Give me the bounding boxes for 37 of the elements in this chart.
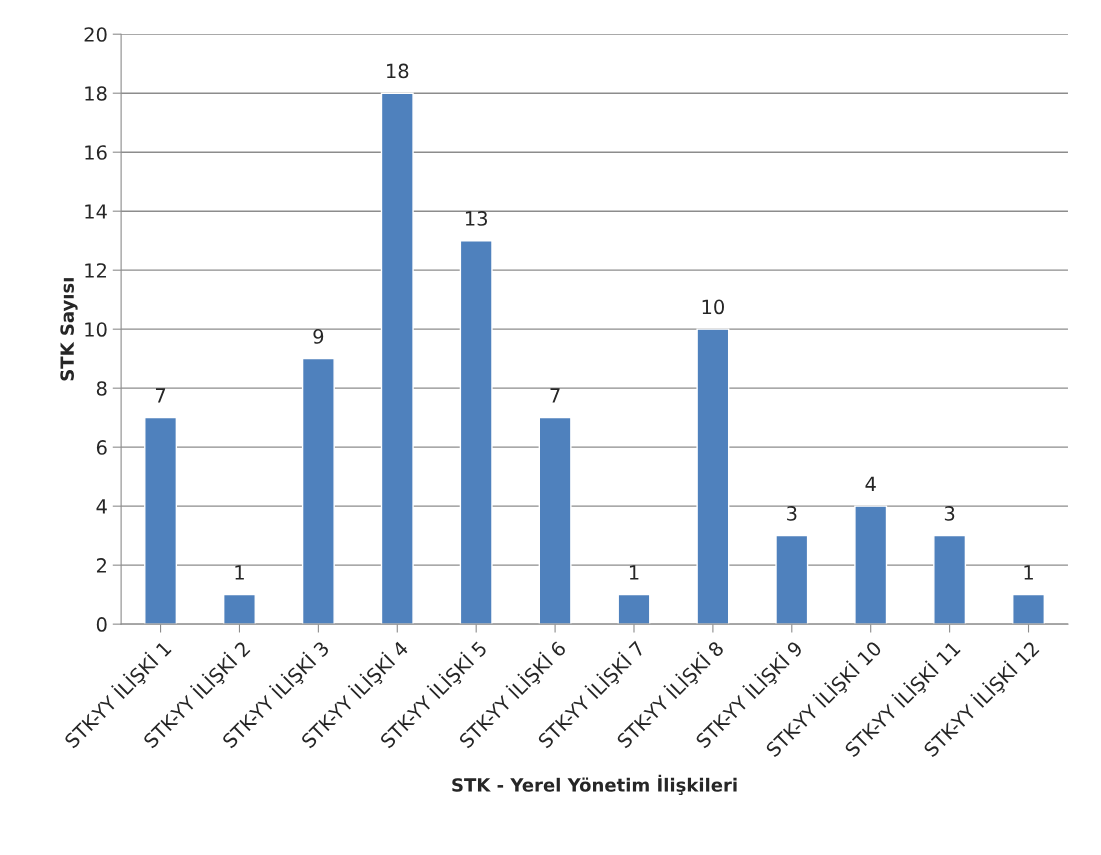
y-tick-label: 14 (85, 204, 107, 219)
y-tick-label: 8 (96, 381, 107, 396)
bar (380, 92, 414, 625)
data-label: 7 (155, 388, 166, 403)
data-label: 1 (235, 565, 244, 580)
data-label: 4 (865, 476, 876, 492)
data-label: 7 (550, 388, 560, 403)
bar (617, 593, 651, 625)
bar (459, 239, 493, 625)
bar (854, 505, 888, 625)
bar (696, 328, 730, 625)
data-label: 3 (787, 506, 797, 521)
y-tick-label: 4 (96, 499, 107, 514)
x-axis-title: STK - Yerel Yönetim İlişkileri (452, 774, 737, 796)
y-tick-label: 0 (96, 617, 107, 632)
bar (933, 534, 967, 625)
y-tick-label: 10 (85, 322, 107, 337)
data-label: 18 (387, 63, 409, 79)
bar (538, 416, 572, 625)
y-axis-title: STK Sayısı (60, 278, 78, 381)
bar (775, 534, 809, 625)
y-tick-label: 16 (85, 145, 107, 160)
bar (1012, 593, 1045, 625)
bar (301, 357, 335, 625)
data-label: 10 (702, 299, 724, 315)
bar (144, 416, 178, 625)
data-label: 1 (629, 565, 639, 580)
data-label: 9 (313, 329, 324, 344)
y-tick-label: 18 (85, 86, 107, 101)
bar (222, 593, 256, 625)
y-tick-label: 20 (84, 27, 107, 42)
data-label: 1 (1024, 565, 1033, 580)
y-tick-label: 6 (96, 440, 107, 455)
data-label: 3 (944, 506, 955, 521)
y-tick-label: 12 (85, 263, 106, 278)
y-tick-label: 2 (96, 558, 106, 573)
data-label: 13 (465, 211, 487, 226)
